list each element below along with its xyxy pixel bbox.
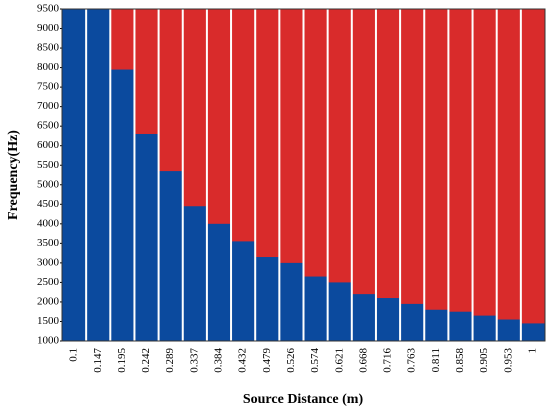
x-tick-label: 0.621 (333, 348, 345, 373)
y-tick-label: 5500 (37, 159, 60, 171)
y-tick-label: 7000 (37, 100, 60, 112)
y-tick-label: 6500 (37, 120, 60, 132)
x-tick-label: 0.147 (92, 348, 104, 373)
y-tick-label: 4500 (37, 198, 60, 210)
bar (496, 319, 521, 341)
x-tick-label: 0.953 (502, 348, 514, 373)
y-tick-label: 5000 (37, 178, 60, 190)
bar (86, 9, 111, 341)
bar (279, 262, 304, 341)
x-tick-label: 0.242 (140, 348, 152, 373)
x-tick-label: 0.526 (285, 348, 297, 373)
bar (303, 276, 328, 341)
x-tick-label: 0.811 (430, 348, 442, 372)
y-tick-label: 3500 (37, 237, 60, 249)
y-tick-label: 6000 (37, 139, 60, 151)
x-tick-label: 0.337 (188, 348, 200, 373)
x-tick-label: 0.858 (454, 348, 466, 373)
bar (158, 171, 183, 341)
bar (424, 309, 449, 341)
bar (375, 298, 401, 341)
x-tick-label: 0.574 (309, 348, 321, 373)
x-tick-label: 0.668 (357, 348, 369, 373)
x-tick-label: 0.289 (164, 348, 176, 373)
bar (134, 133, 159, 341)
bar (206, 223, 232, 341)
y-tick-label: 9500 (37, 3, 60, 15)
bar (472, 315, 497, 341)
y-tick-label: 8000 (37, 61, 60, 73)
plot-frame (61, 8, 546, 342)
x-tick-label: 0.479 (261, 348, 273, 373)
bar (182, 206, 207, 341)
bar (62, 9, 87, 341)
y-tick-label: 2000 (37, 295, 60, 307)
bar (400, 303, 425, 341)
x-tick-label: 0.1 (68, 348, 80, 362)
x-tick-label: 0.195 (116, 348, 128, 373)
bar (231, 241, 256, 341)
y-tick-label: 1500 (37, 315, 60, 327)
x-tick-label: 0.905 (478, 348, 490, 373)
y-tick-label: 8500 (37, 42, 60, 54)
y-tick-label: 1000 (37, 335, 60, 347)
y-tick-label: 9000 (37, 22, 60, 34)
y-tick-label: 7500 (37, 81, 60, 93)
x-tick-label: 1 (526, 348, 538, 354)
y-axis-title: Frequency(Hz) (6, 130, 21, 220)
y-tick-label: 4000 (37, 217, 60, 229)
bar (351, 294, 376, 341)
bar (110, 69, 135, 342)
x-axis-title: Source Distance (m) (243, 392, 364, 407)
bar (255, 257, 280, 341)
x-tick-label: 0.716 (382, 348, 394, 373)
x-tick-label: 0.384 (213, 348, 225, 373)
bar (520, 323, 545, 341)
bar (448, 311, 473, 341)
x-tick-label: 0.763 (406, 348, 418, 373)
x-tick-label: 0.432 (237, 348, 249, 373)
y-tick-label: 2500 (37, 276, 60, 288)
bar (327, 282, 352, 341)
y-tick-label: 3000 (37, 256, 60, 268)
